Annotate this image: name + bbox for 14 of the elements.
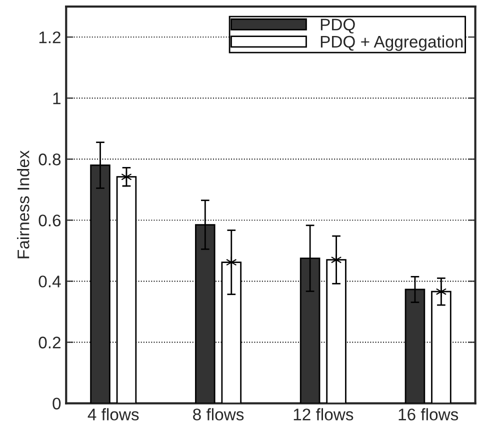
x-tick-label: 12 flows [294,408,354,420]
y-tick-label: 1.2 [39,31,60,44]
y-axis-title: Fairness Index [17,150,30,258]
y-tick-label: 0.8 [38,154,61,166]
x-tick-label: 8 flows [193,408,244,420]
x-tick-label: 4 flows [88,408,139,420]
y-tick-label: 0.4 [38,276,61,288]
legend-label: PDQ [320,18,355,34]
y-tick-label: 0.6 [38,214,61,226]
x-tick-label: 16 flows [398,408,458,420]
legend-label: PDQ + Aggregation [320,35,463,51]
y-tick-label: 0.2 [38,336,60,348]
y-tick-label: 0 [52,398,61,410]
y-tick-label: 1 [53,92,60,104]
